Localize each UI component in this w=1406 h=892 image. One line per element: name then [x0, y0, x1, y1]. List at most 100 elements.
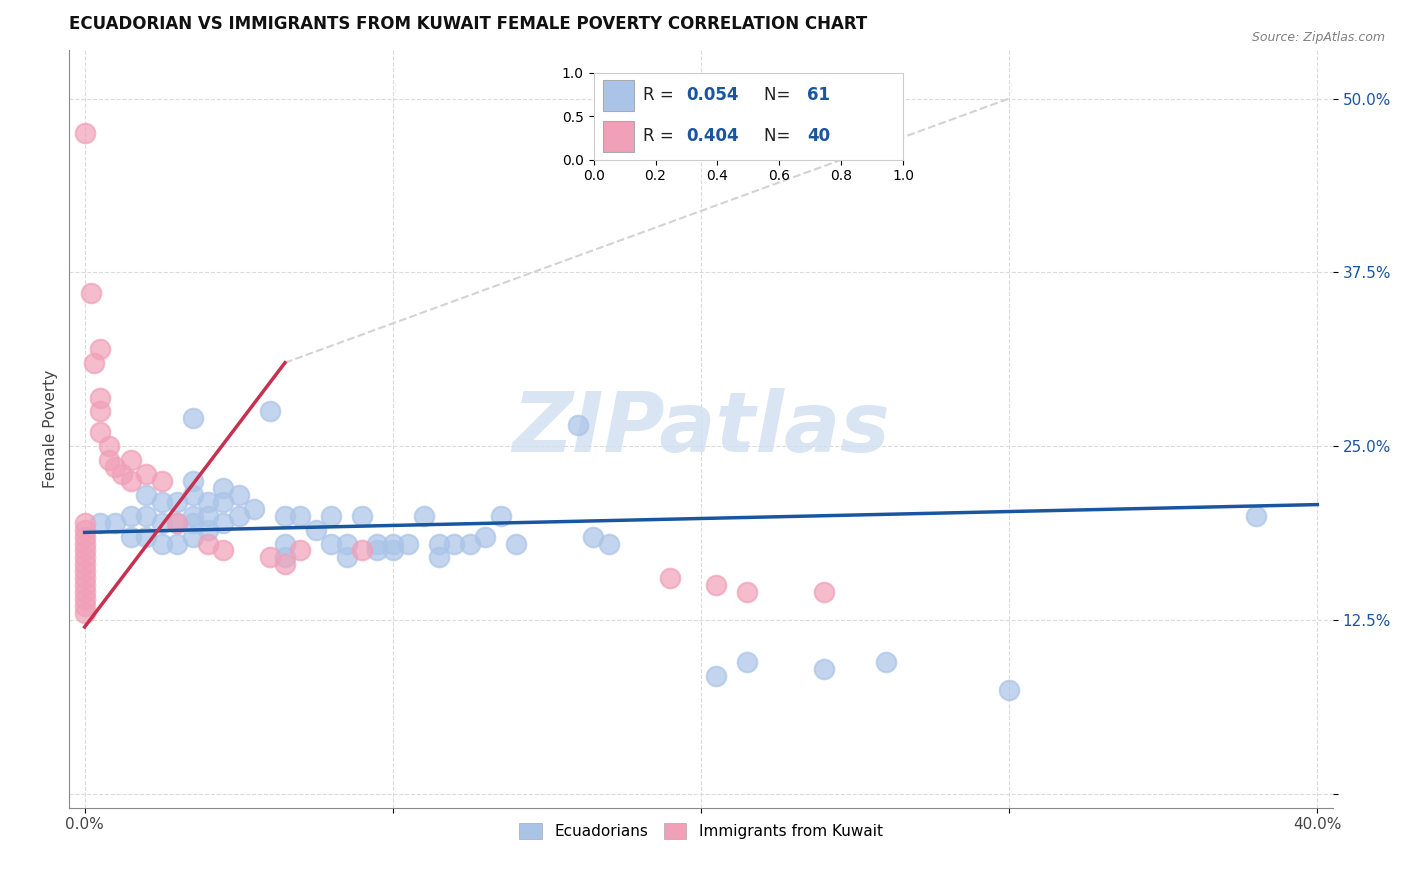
- Point: [443, 536, 465, 550]
- Point: [274, 536, 297, 550]
- Point: [73, 126, 96, 140]
- Point: [73, 550, 96, 565]
- Point: [998, 682, 1021, 697]
- Point: [813, 585, 835, 599]
- Point: [73, 543, 96, 558]
- Point: [336, 550, 359, 565]
- Point: [89, 391, 111, 405]
- Point: [166, 536, 188, 550]
- Point: [813, 662, 835, 676]
- Point: [135, 530, 157, 544]
- Point: [80, 286, 103, 301]
- Point: [321, 536, 343, 550]
- Point: [212, 481, 235, 495]
- Point: [104, 460, 127, 475]
- Point: [197, 523, 219, 537]
- Point: [489, 508, 512, 523]
- Point: [396, 536, 419, 550]
- Point: [290, 508, 312, 523]
- Text: Source: ZipAtlas.com: Source: ZipAtlas.com: [1251, 31, 1385, 45]
- Point: [458, 536, 481, 550]
- Point: [181, 516, 204, 530]
- Point: [735, 655, 758, 669]
- Point: [274, 508, 297, 523]
- Point: [427, 536, 450, 550]
- Point: [73, 530, 96, 544]
- Point: [73, 565, 96, 579]
- Point: [259, 550, 281, 565]
- Point: [350, 543, 373, 558]
- Point: [120, 530, 142, 544]
- Point: [274, 558, 297, 572]
- Point: [104, 516, 127, 530]
- Point: [228, 508, 250, 523]
- Point: [135, 467, 157, 481]
- Point: [1244, 508, 1267, 523]
- Y-axis label: Female Poverty: Female Poverty: [44, 369, 58, 488]
- Point: [98, 453, 121, 467]
- Point: [505, 536, 527, 550]
- Text: ECUADORIAN VS IMMIGRANTS FROM KUWAIT FEMALE POVERTY CORRELATION CHART: ECUADORIAN VS IMMIGRANTS FROM KUWAIT FEM…: [69, 15, 868, 33]
- Point: [321, 508, 343, 523]
- Point: [89, 404, 111, 418]
- Point: [135, 488, 157, 502]
- Point: [120, 474, 142, 488]
- Point: [73, 606, 96, 620]
- Point: [120, 453, 142, 467]
- Point: [735, 585, 758, 599]
- Point: [166, 495, 188, 509]
- Point: [706, 668, 728, 682]
- Point: [259, 404, 281, 418]
- Point: [336, 536, 359, 550]
- Point: [567, 418, 589, 433]
- Point: [474, 530, 496, 544]
- Point: [305, 523, 328, 537]
- Point: [166, 516, 188, 530]
- Point: [366, 536, 388, 550]
- Point: [212, 543, 235, 558]
- Point: [412, 508, 434, 523]
- Point: [89, 342, 111, 356]
- Point: [73, 516, 96, 530]
- Point: [150, 495, 173, 509]
- Point: [135, 508, 157, 523]
- Point: [274, 550, 297, 565]
- Point: [350, 508, 373, 523]
- Point: [98, 439, 121, 453]
- Point: [659, 571, 682, 585]
- Point: [706, 578, 728, 592]
- Point: [243, 501, 266, 516]
- Point: [197, 536, 219, 550]
- Point: [875, 655, 897, 669]
- Point: [181, 411, 204, 425]
- Point: [181, 474, 204, 488]
- Point: [381, 543, 404, 558]
- Point: [120, 508, 142, 523]
- Point: [89, 425, 111, 440]
- Point: [598, 536, 620, 550]
- Point: [73, 599, 96, 613]
- Point: [73, 558, 96, 572]
- Text: ZIPatlas: ZIPatlas: [512, 388, 890, 469]
- Point: [181, 530, 204, 544]
- Point: [73, 578, 96, 592]
- Point: [290, 543, 312, 558]
- Point: [73, 585, 96, 599]
- Point: [381, 536, 404, 550]
- Point: [73, 571, 96, 585]
- Point: [150, 536, 173, 550]
- Point: [111, 467, 134, 481]
- Point: [83, 356, 105, 370]
- Point: [212, 495, 235, 509]
- Point: [197, 495, 219, 509]
- Point: [228, 488, 250, 502]
- Point: [366, 543, 388, 558]
- Point: [181, 488, 204, 502]
- Point: [89, 516, 111, 530]
- Point: [73, 523, 96, 537]
- Legend: Ecuadorians, Immigrants from Kuwait: Ecuadorians, Immigrants from Kuwait: [513, 817, 889, 846]
- Point: [150, 474, 173, 488]
- Point: [427, 550, 450, 565]
- Point: [582, 530, 605, 544]
- Point: [181, 508, 204, 523]
